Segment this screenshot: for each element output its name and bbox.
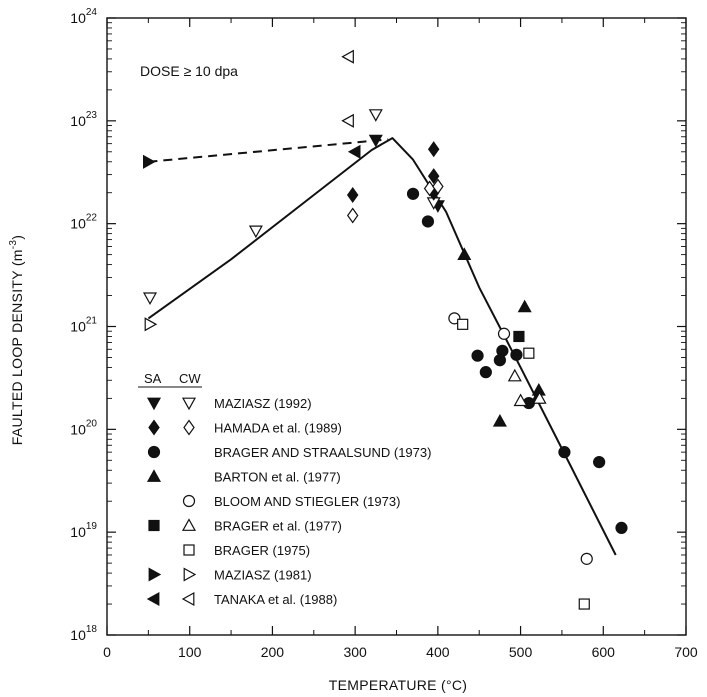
x-tick-label: 100 [178, 644, 202, 660]
data-point-sa [427, 141, 440, 158]
data-point-sa [427, 168, 440, 185]
legend-marker-sa [148, 519, 160, 532]
legend-entry-label: BARTON et al. (1977) [214, 470, 341, 485]
data-point-cw [432, 178, 444, 195]
y-axis-title-main: FAULTED LOOP DENSITY (m [9, 249, 25, 445]
data-point-cw [248, 225, 263, 239]
legend-header-cw: CW [179, 371, 201, 386]
legend-marker-cw [183, 419, 195, 436]
legend-marker-sa [146, 469, 162, 482]
x-tick-label: 200 [261, 644, 285, 660]
data-point-sa [510, 348, 523, 361]
y-axis-title-sup: -3 [8, 240, 19, 250]
data-point-cw [346, 207, 359, 224]
legend-marker-sa [146, 397, 162, 411]
data-point-cw [523, 347, 535, 359]
data-point-sa [615, 521, 628, 535]
data-point-cw [497, 327, 511, 340]
legend-entry-label: BLOOM AND STIEGLER (1973) [214, 494, 400, 509]
data-point-cw [144, 317, 158, 332]
x-tick-label: 700 [674, 644, 698, 660]
data-point-sa [493, 354, 506, 367]
legend-marker-cw [181, 397, 197, 411]
legend-marker-cw [183, 567, 197, 582]
data-point-cw [507, 368, 522, 382]
data-point-sa [593, 456, 606, 469]
data-point-sa [513, 330, 525, 343]
legend-entry-label: BRAGER AND STRAALSUND (1973) [214, 445, 431, 460]
data-point-sa [558, 446, 571, 459]
x-tick-label: 600 [592, 644, 616, 660]
data-point-sa [471, 349, 484, 362]
data-point-sa [492, 413, 507, 427]
legend-marker-sa [148, 419, 160, 436]
legend-marker-sa [148, 567, 162, 582]
data-point-cw [142, 292, 158, 306]
data-point-sa [347, 144, 361, 159]
data-point-sa [143, 154, 156, 169]
data-point-cw [341, 49, 354, 64]
legend-marker-cw [181, 591, 195, 607]
axes: 0 100 200 300 400 500 600 700 1018 1019 1020 1021 10… [70, 7, 698, 660]
data-points [142, 49, 628, 610]
x-tick-label: 400 [426, 644, 450, 660]
solid-trend-line [147, 137, 617, 556]
legend-entry-label: MAZIASZ (1981) [214, 568, 312, 583]
dashed-trend-line [148, 138, 389, 163]
data-point-cw [368, 109, 383, 122]
legend-entry-label: BRAGER (1975) [214, 543, 310, 558]
legend-marker-cw [181, 518, 197, 531]
data-point-cw [532, 391, 547, 404]
legend-marker-sa [147, 445, 161, 459]
data-point-sa [457, 247, 472, 260]
legend-entry-label: BRAGER et al. (1977) [214, 519, 342, 534]
x-tick-label: 500 [509, 644, 533, 660]
data-point-cw [341, 113, 354, 128]
plot-frame [106, 17, 687, 636]
x-axis-title: TEMPERATURE (°C) [329, 677, 467, 693]
legend-entry-label: HAMADA et al. (1989) [214, 421, 342, 436]
y-tick-label: 1024 [70, 7, 97, 26]
data-point-cw [513, 393, 528, 407]
y-tick-label: 1023 [70, 110, 97, 129]
x-tick-label: 0 [103, 644, 111, 660]
legend-marker-cw [183, 544, 195, 556]
data-point-sa [517, 299, 532, 313]
legend-entry-label: MAZIASZ (1992) [214, 396, 312, 411]
legend-entry-label: TANAKA et al. (1988) [214, 592, 337, 607]
data-point-sa [346, 186, 359, 204]
data-point-cw [580, 552, 593, 565]
y-tick-label: 1022 [70, 213, 97, 232]
y-axis-title: FAULTED LOOP DENSITY (m-3) [8, 235, 25, 445]
legend-marker-cw [182, 494, 196, 508]
data-point-cw [457, 318, 469, 330]
y-tick-label: 1020 [70, 418, 97, 437]
data-point-sa [421, 215, 435, 228]
legend-marker-sa [146, 591, 160, 607]
data-point-sa [368, 134, 383, 148]
legend-header-sa: SA [144, 371, 162, 386]
y-axis-title-close: ) [9, 235, 25, 240]
legend: SA CW MAZIASZ (1992) HAMADA et al. (1989) BR… [138, 371, 431, 607]
data-point-cw [578, 598, 590, 610]
data-point-sa [479, 366, 492, 379]
y-tick-label: 1021 [70, 316, 97, 335]
trend-lines [147, 137, 617, 556]
y-tick-label: 1018 [70, 624, 97, 643]
dose-annotation: DOSE ≥ 10 dpa [140, 63, 238, 79]
x-tick-label: 300 [343, 644, 367, 660]
y-tick-label: 1019 [70, 521, 97, 540]
data-point-sa [406, 187, 420, 200]
